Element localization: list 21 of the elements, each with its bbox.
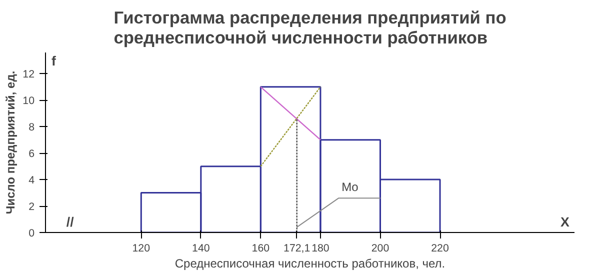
y-axis-title: Число предприятий, ед. [4, 70, 18, 214]
y-tick-label: 0 [28, 228, 35, 240]
y-tick-label: 12 [22, 68, 35, 81]
y-tick-label: 10 [22, 95, 35, 108]
chart-title: Гистограмма распределения предприятий по среднесписочной численности работников [114, 8, 506, 48]
x-tick-label: 172,1 [284, 242, 310, 254]
y-tick-label: 6 [28, 148, 35, 160]
y-tick-label: 4 [28, 174, 35, 187]
x-tick-label: 200 [371, 242, 390, 254]
annotation: Mo [342, 180, 359, 194]
annotation: X [560, 214, 570, 230]
x-tick-label: 120 [132, 242, 150, 254]
x-tick-label: 160 [252, 242, 270, 254]
y-tick-label: 8 [28, 122, 35, 134]
x-tick-label: 180 [312, 242, 330, 254]
x-axis-title: Среднесписочная численность работников, чел. [174, 256, 446, 270]
y-tick-label: 2 [28, 201, 35, 214]
annotation: f [52, 54, 56, 68]
x-tick-label: 140 [192, 242, 210, 254]
x-tick-label: 220 [431, 242, 449, 254]
annotation: // [66, 214, 74, 230]
